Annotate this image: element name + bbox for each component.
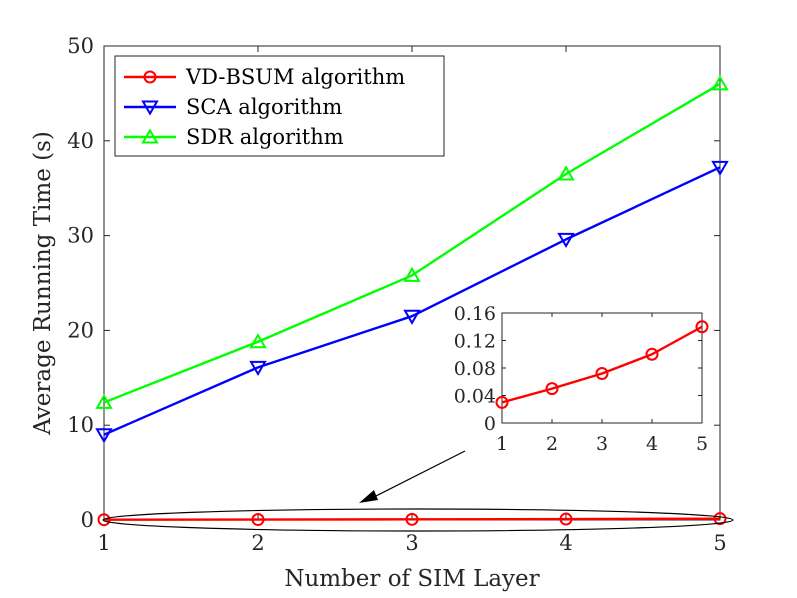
series-line-sca (103, 166, 721, 436)
zoom-ellipse (102, 508, 734, 532)
data-point-vd-bsum (713, 512, 727, 526)
inset-data-point (545, 382, 559, 396)
y-tick-label: 20 (67, 318, 94, 342)
x-tick-label: 1 (97, 531, 110, 555)
inset-y-tick-label: 0.08 (454, 358, 496, 380)
data-point-sca (249, 360, 267, 377)
legend: VD-BSUM algorithm SCA algorithm SDR algori… (114, 55, 445, 157)
inset-y-tick-label: 0.16 (454, 303, 496, 325)
data-point-vd-bsum (97, 513, 111, 527)
data-point-vd-bsum (251, 513, 265, 527)
inset-data-point (695, 320, 709, 334)
data-point-vd-bsum (405, 512, 419, 526)
legend-marker-sdr (141, 128, 159, 144)
inset-y-tick-label: 0.04 (454, 386, 496, 408)
inset-axis-ticks: 1 2 3 4 5 0 0.04 0.08 0.12 0.16 (454, 303, 708, 455)
inset-plot: 1 2 3 4 5 0 0.04 0.08 0.12 0.16 (454, 303, 709, 455)
x-tick-label: 5 (713, 531, 726, 555)
y-tick-label: 40 (67, 129, 94, 153)
inset-series-group (495, 320, 709, 409)
legend-label-vd-bsum: VD-BSUM algorithm (185, 65, 405, 89)
inset-y-tick-label: 0.12 (454, 331, 496, 353)
x-axis-title: Number of SIM Layer (284, 566, 539, 592)
data-point-sca (403, 309, 421, 325)
inset-x-tick-label: 3 (596, 433, 608, 455)
y-tick-label: 30 (67, 224, 94, 248)
inset-x-tick-label: 4 (646, 433, 658, 455)
data-point-vd-bsum (559, 512, 573, 526)
inset-y-tick-label: 0 (484, 413, 496, 435)
legend-label-sca: SCA algorithm (186, 95, 342, 119)
inset-series-line (501, 325, 703, 404)
zoom-annotation (102, 450, 734, 532)
data-point-sca (711, 160, 729, 176)
x-tick-label: 4 (559, 531, 572, 555)
zoom-arrow-head (359, 490, 378, 503)
series-line-sdr (103, 82, 721, 404)
data-point-sdr (557, 165, 575, 181)
data-point-sdr (249, 333, 267, 349)
inset-x-tick-label: 5 (696, 433, 708, 455)
x-tick-label: 3 (405, 531, 418, 555)
inset-x-tick-label: 2 (546, 433, 558, 455)
legend-label-sdr: SDR algorithm (186, 125, 344, 149)
y-tick-label: 0 (81, 508, 94, 532)
legend-marker-sca (141, 100, 159, 116)
series-line-vd-bsum (103, 517, 721, 521)
y-tick-label: 10 (67, 413, 94, 437)
y-axis-title: Average Running Time (s) (30, 131, 56, 436)
data-point-sdr (403, 266, 421, 282)
x-tick-label: 2 (251, 531, 264, 555)
legend-marker-vd-bsum (143, 70, 157, 84)
main-series-group (95, 75, 729, 527)
inset-x-tick-label: 1 (496, 433, 508, 455)
inset-data-point (595, 367, 609, 380)
data-point-sca (557, 232, 575, 249)
inset-data-point (645, 347, 659, 361)
data-point-sdr (95, 393, 113, 409)
data-point-sdr (711, 75, 729, 91)
data-point-sca (95, 428, 113, 444)
y-tick-label: 50 (67, 34, 94, 58)
zoom-arrow-line (371, 450, 466, 499)
inset-data-point (495, 395, 509, 409)
